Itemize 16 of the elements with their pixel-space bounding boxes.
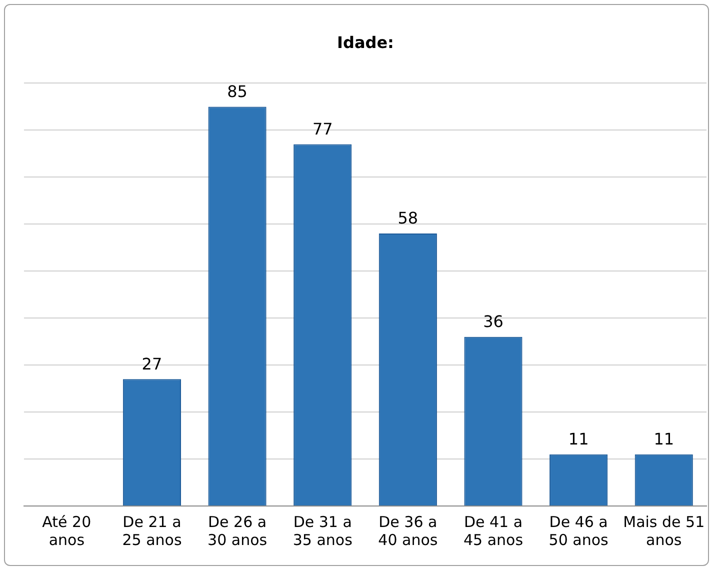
x-tick-label: Até 20 anos bbox=[42, 512, 92, 549]
x-tick-label: De 21 a 25 anos bbox=[122, 512, 182, 549]
x-tick-label: Mais de 51 anos bbox=[623, 512, 705, 549]
data-label: 85 bbox=[227, 82, 248, 101]
x-tick-label: De 46 a 50 anos bbox=[548, 512, 609, 549]
data-label: 27 bbox=[142, 354, 162, 374]
data-label: 36 bbox=[483, 312, 504, 332]
data-label: 77 bbox=[312, 119, 333, 138]
data-label: 11 bbox=[568, 429, 589, 448]
data-label: 11 bbox=[654, 429, 674, 448]
data-label: 58 bbox=[398, 208, 418, 228]
x-tick-label: De 26 a 30 anos bbox=[208, 512, 268, 549]
chart-title: Idade: bbox=[337, 32, 394, 52]
x-tick-label: De 41 a 45 anos bbox=[463, 512, 524, 549]
x-tick-label: De 31 a 35 anos bbox=[292, 512, 353, 549]
x-tick-label: De 36 a 40 anos bbox=[378, 512, 438, 549]
